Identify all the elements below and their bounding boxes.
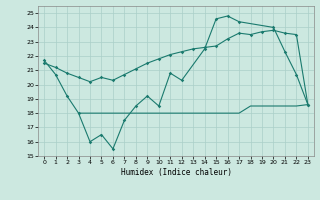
X-axis label: Humidex (Indice chaleur): Humidex (Indice chaleur) <box>121 168 231 177</box>
